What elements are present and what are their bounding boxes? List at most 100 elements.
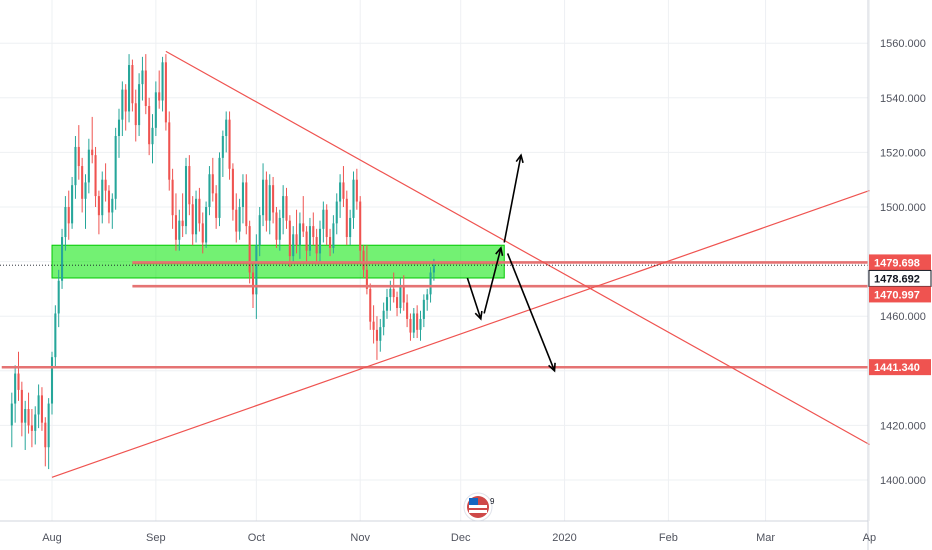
- candle-body: [138, 84, 141, 126]
- candle-body: [432, 265, 435, 273]
- candle: [379, 318, 382, 352]
- candle: [329, 228, 332, 257]
- candle-body: [161, 62, 164, 101]
- candle-body: [40, 395, 43, 423]
- candle: [422, 294, 425, 328]
- candle-body: [406, 302, 409, 319]
- y-tick-label: 1460.000: [880, 311, 926, 323]
- candle: [14, 365, 17, 423]
- y-tick-label: 1500.000: [880, 202, 926, 214]
- candle-body: [365, 269, 368, 289]
- candle-body: [94, 155, 97, 197]
- x-tick-label: Mar: [756, 532, 775, 544]
- price-tag-bg: [869, 254, 931, 271]
- candle-body: [184, 166, 188, 227]
- candle: [382, 302, 385, 336]
- candle-body: [64, 207, 67, 238]
- candle: [392, 272, 395, 303]
- candle-body: [128, 65, 131, 112]
- candle-body: [325, 209, 328, 238]
- candle-body: [91, 149, 94, 156]
- price-tag: 1479.698: [869, 254, 931, 271]
- candle-body: [87, 149, 90, 183]
- candle: [322, 201, 325, 243]
- candle: [124, 84, 127, 131]
- candle: [164, 54, 167, 131]
- candle: [255, 234, 258, 319]
- candle: [258, 207, 261, 257]
- candle: [47, 398, 50, 470]
- candle-body: [47, 403, 50, 448]
- candle-body: [71, 185, 74, 224]
- candle: [416, 305, 419, 339]
- candle-body: [14, 373, 17, 404]
- candle-body: [231, 168, 234, 210]
- candle: [141, 56, 144, 101]
- x-tick-label: Nov: [350, 532, 370, 544]
- ascending-support-line: [51, 190, 870, 478]
- x-tick-label: Oct: [248, 532, 265, 544]
- candle: [399, 277, 402, 314]
- candle: [396, 291, 399, 317]
- candle: [268, 174, 271, 235]
- candle: [318, 220, 322, 262]
- candle-body: [419, 318, 422, 330]
- candle-body: [402, 286, 405, 303]
- candle: [282, 185, 285, 235]
- candle-body: [117, 119, 121, 137]
- candle-body: [278, 217, 281, 240]
- candle: [342, 166, 345, 207]
- time-axis[interactable]: Aug Sep Oct Nov Dec 2020 Feb Mar Ap: [42, 532, 876, 544]
- candle-body: [57, 280, 60, 314]
- candle: [154, 81, 157, 137]
- candle-body: [318, 228, 322, 254]
- candle-body: [171, 179, 174, 216]
- x-tick-label: Dec: [451, 532, 471, 544]
- candle: [308, 217, 311, 257]
- tradingview-logo: 9: [463, 492, 495, 522]
- candle-body: [282, 196, 285, 218]
- candle: [235, 193, 238, 243]
- candle-body: [67, 207, 70, 224]
- candle: [87, 138, 90, 194]
- candle: [191, 196, 194, 246]
- candle-body: [84, 182, 87, 199]
- candle-body: [322, 209, 325, 229]
- candle-body: [225, 119, 228, 137]
- candle: [218, 152, 221, 227]
- candle-body: [251, 272, 255, 295]
- candle: [184, 157, 188, 235]
- candle: [221, 130, 224, 177]
- candle: [171, 168, 174, 229]
- candle: [67, 190, 70, 240]
- candle: [295, 209, 298, 254]
- y-tick-label: 1420.000: [880, 420, 926, 432]
- candle: [77, 125, 80, 180]
- candle-body: [97, 196, 100, 216]
- candle-body: [396, 297, 399, 309]
- candle: [355, 168, 358, 210]
- candle-body: [238, 207, 241, 232]
- candle: [208, 166, 211, 216]
- candle-body: [77, 146, 80, 167]
- candle: [349, 209, 352, 246]
- candle-body: [107, 190, 110, 213]
- candle: [385, 288, 389, 319]
- candle-body: [81, 166, 84, 199]
- candle: [34, 406, 37, 445]
- candle-body: [191, 204, 194, 235]
- arrow-head: [495, 246, 504, 256]
- candle-body: [111, 198, 114, 213]
- candle-body: [164, 62, 167, 123]
- arrow-shaft: [506, 253, 556, 372]
- candle-body: [211, 174, 214, 194]
- candle: [71, 176, 74, 229]
- candle: [419, 310, 422, 341]
- candle-body: [339, 182, 342, 202]
- candle: [107, 185, 110, 224]
- price-tag: 1478.692: [868, 269, 932, 287]
- candle-body: [335, 201, 338, 224]
- candle-body: [74, 146, 77, 186]
- y-tick-label: 1560.000: [880, 38, 926, 50]
